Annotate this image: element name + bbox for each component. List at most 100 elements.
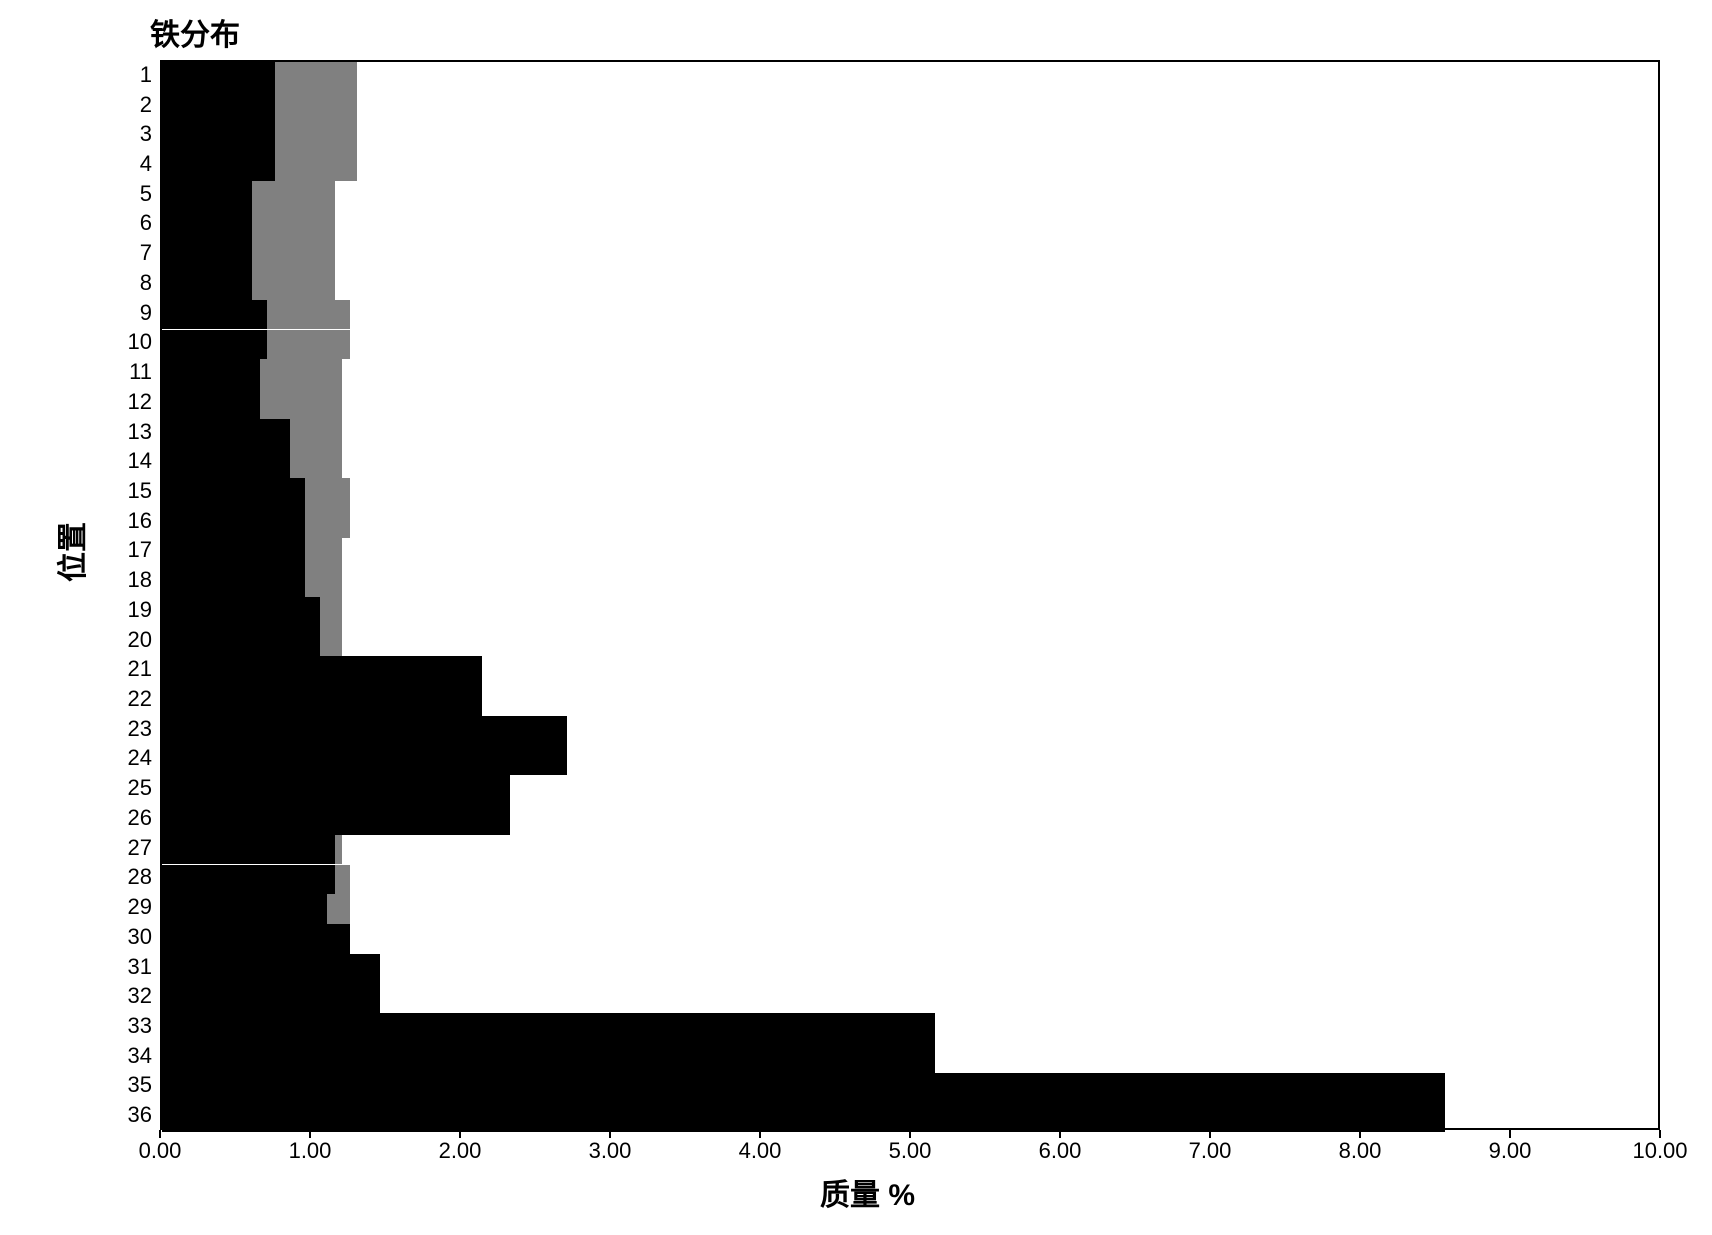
y-tick-label: 19	[128, 599, 152, 621]
x-tick-label: 1.00	[289, 1138, 332, 1164]
bar-row	[162, 151, 1662, 181]
bar-row	[162, 359, 1662, 389]
bar-segment-series1	[162, 300, 267, 330]
x-tick-label: 2.00	[439, 1138, 482, 1164]
bar-row	[162, 240, 1662, 270]
x-tick-mark	[1059, 1130, 1061, 1138]
bar-segment-series1	[162, 389, 260, 419]
bar-row	[162, 627, 1662, 657]
bar-segment-series1	[162, 92, 275, 122]
bar-segment-series2	[252, 181, 335, 211]
bar-row	[162, 567, 1662, 597]
bar-segment-series1	[162, 1013, 935, 1043]
y-tick-label: 10	[128, 331, 152, 353]
bar-segment-series2	[252, 240, 335, 270]
x-tick-mark	[159, 1130, 161, 1138]
bar-row	[162, 805, 1662, 835]
bar-segment-series1	[162, 1102, 1445, 1132]
bar-segment-series1	[162, 775, 510, 805]
bar-row	[162, 448, 1662, 478]
chart-title: 铁分布	[150, 10, 240, 54]
y-tick-label: 4	[140, 153, 152, 175]
x-tick-mark	[1359, 1130, 1361, 1138]
bar-row	[162, 1073, 1662, 1103]
bar-row	[162, 389, 1662, 419]
bar-segment-series1	[162, 181, 252, 211]
bar-segment-series2	[305, 508, 350, 538]
bar-row	[162, 1102, 1662, 1132]
bar-row	[162, 330, 1662, 360]
y-tick-label: 28	[128, 866, 152, 888]
bar-segment-series1	[162, 1043, 935, 1073]
bar-row	[162, 1013, 1662, 1043]
bar-row	[162, 924, 1662, 954]
x-tick-mark	[459, 1130, 461, 1138]
bar-row	[162, 92, 1662, 122]
bar-row	[162, 835, 1662, 865]
bar-segment-series2	[335, 865, 350, 895]
x-tick-mark	[1659, 1130, 1661, 1138]
x-tick-mark	[609, 1130, 611, 1138]
x-tick-label: 8.00	[1339, 1138, 1382, 1164]
bar-segment-series1	[162, 597, 320, 627]
bar-segment-series2	[267, 300, 350, 330]
bar-segment-series2	[305, 567, 343, 597]
bar-segment-series1	[162, 508, 305, 538]
bar-segment-series1	[162, 746, 567, 776]
bar-row	[162, 775, 1662, 805]
y-tick-label: 21	[128, 658, 152, 680]
bar-segment-series2	[275, 151, 358, 181]
x-tick-mark	[759, 1130, 761, 1138]
y-tick-label: 26	[128, 807, 152, 829]
y-tick-label: 8	[140, 272, 152, 294]
bar-segment-series1	[162, 62, 275, 92]
bar-row	[162, 211, 1662, 241]
bar-segment-series1	[162, 478, 305, 508]
bar-row	[162, 62, 1662, 92]
x-tick-label: 6.00	[1039, 1138, 1082, 1164]
bar-segment-series1	[162, 330, 267, 360]
x-tick-label: 0.00	[139, 1138, 182, 1164]
bar-segment-series1	[162, 686, 482, 716]
bar-segment-series1	[162, 716, 567, 746]
bar-segment-series1	[162, 983, 380, 1013]
bar-segment-series2	[320, 597, 343, 627]
bar-row	[162, 746, 1662, 776]
y-tick-label: 13	[128, 421, 152, 443]
bar-segment-series1	[162, 419, 290, 449]
bar-segment-series1	[162, 805, 510, 835]
x-axis-label: 质量 %	[820, 1170, 915, 1214]
bar-segment-series1	[162, 211, 252, 241]
y-tick-label: 35	[128, 1074, 152, 1096]
y-axis-label: 位置	[48, 522, 92, 582]
bar-segment-series1	[162, 894, 327, 924]
bar-segment-series1	[162, 924, 350, 954]
x-tick-label: 5.00	[889, 1138, 932, 1164]
x-tick-mark	[909, 1130, 911, 1138]
y-tick-label: 29	[128, 896, 152, 918]
bar-row	[162, 716, 1662, 746]
y-tick-label: 25	[128, 777, 152, 799]
bar-segment-series1	[162, 656, 482, 686]
bar-row	[162, 538, 1662, 568]
bar-row	[162, 686, 1662, 716]
x-tick-label: 7.00	[1189, 1138, 1232, 1164]
bar-segment-series1	[162, 151, 275, 181]
x-tick-mark	[309, 1130, 311, 1138]
bar-segment-series2	[335, 835, 343, 865]
y-tick-label: 22	[128, 688, 152, 710]
y-tick-label: 7	[140, 242, 152, 264]
bar-segment-series2	[252, 211, 335, 241]
y-tick-label: 23	[128, 718, 152, 740]
bar-segment-series2	[252, 270, 335, 300]
bar-segment-series2	[327, 894, 350, 924]
y-tick-label: 24	[128, 747, 152, 769]
y-tick-label: 34	[128, 1045, 152, 1067]
bar-row	[162, 121, 1662, 151]
plot-area	[160, 60, 1660, 1130]
y-tick-label: 2	[140, 94, 152, 116]
x-tick-label: 10.00	[1632, 1138, 1687, 1164]
bar-row	[162, 983, 1662, 1013]
bar-row	[162, 270, 1662, 300]
bar-segment-series1	[162, 865, 335, 895]
